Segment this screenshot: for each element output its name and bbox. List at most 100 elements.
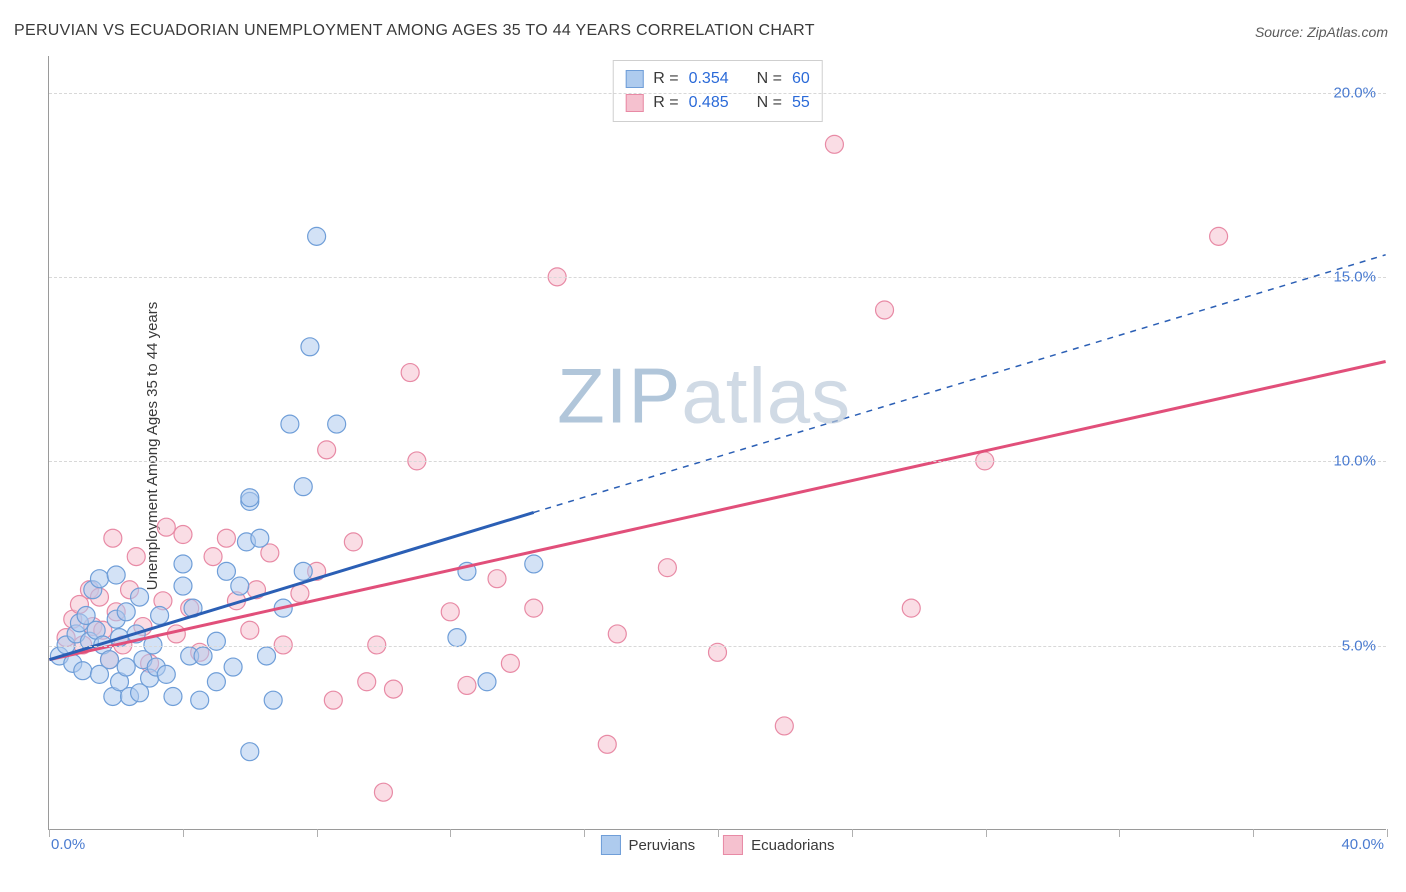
gridline <box>49 646 1386 647</box>
data-point <box>825 135 843 153</box>
x-tick <box>584 829 585 837</box>
data-point <box>294 478 312 496</box>
data-point <box>501 654 519 672</box>
data-point <box>1210 227 1228 245</box>
x-tick <box>450 829 451 837</box>
n-label-2: N = <box>757 91 782 115</box>
y-tick-label: 10.0% <box>1333 453 1376 470</box>
data-point <box>174 555 192 573</box>
x-tick <box>718 829 719 837</box>
data-point <box>525 599 543 617</box>
legend-label-ecuadorians: Ecuadorians <box>751 837 834 854</box>
data-point <box>107 566 125 584</box>
data-point <box>117 658 135 676</box>
data-point <box>525 555 543 573</box>
data-point <box>191 691 209 709</box>
data-point <box>258 647 276 665</box>
data-point <box>308 227 326 245</box>
legend-swatch-peruvians <box>600 835 620 855</box>
legend-swatch-ecuadorians <box>723 835 743 855</box>
x-axis-max-label: 40.0% <box>1341 836 1384 853</box>
data-point <box>151 607 169 625</box>
stats-row-peruvians: R = 0.354 N = 60 <box>625 67 810 91</box>
data-point <box>164 687 182 705</box>
data-point <box>224 658 242 676</box>
data-point <box>157 665 175 683</box>
trend-line <box>534 255 1386 513</box>
data-point <box>488 570 506 588</box>
data-point <box>374 783 392 801</box>
data-point <box>241 489 259 507</box>
data-point <box>902 599 920 617</box>
data-point <box>458 676 476 694</box>
gridline <box>49 93 1386 94</box>
x-tick <box>852 829 853 837</box>
data-point <box>251 529 269 547</box>
data-point <box>207 673 225 691</box>
x-tick <box>1119 829 1120 837</box>
data-point <box>448 629 466 647</box>
data-point <box>324 691 342 709</box>
data-point <box>318 441 336 459</box>
data-point <box>231 577 249 595</box>
gridline <box>49 461 1386 462</box>
data-point <box>358 673 376 691</box>
legend-item-ecuadorians: Ecuadorians <box>723 835 834 855</box>
data-point <box>117 603 135 621</box>
r-value-ecuadorians: 0.485 <box>689 91 729 115</box>
swatch-peruvians <box>625 70 643 88</box>
chart-container: PERUVIAN VS ECUADORIAN UNEMPLOYMENT AMON… <box>0 0 1406 892</box>
y-tick-label: 5.0% <box>1342 637 1376 654</box>
scatter-svg <box>49 56 1386 829</box>
chart-title: PERUVIAN VS ECUADORIAN UNEMPLOYMENT AMON… <box>14 22 815 40</box>
data-point <box>174 526 192 544</box>
source-label: Source: ZipAtlas.com <box>1255 24 1388 40</box>
stats-row-ecuadorians: R = 0.485 N = 55 <box>625 91 810 115</box>
y-tick-label: 20.0% <box>1333 84 1376 101</box>
x-tick <box>1253 829 1254 837</box>
n-value-ecuadorians: 55 <box>792 91 810 115</box>
n-label-1: N = <box>757 67 782 91</box>
data-point <box>101 651 119 669</box>
data-point <box>328 415 346 433</box>
x-tick <box>1387 829 1388 837</box>
plot-area: ZIPatlas R = 0.354 N = 60 R = 0.485 N = … <box>48 56 1386 830</box>
r-label-1: R = <box>653 67 678 91</box>
data-point <box>90 570 108 588</box>
x-tick <box>986 829 987 837</box>
data-point <box>301 338 319 356</box>
data-point <box>294 562 312 580</box>
data-point <box>658 559 676 577</box>
x-tick <box>183 829 184 837</box>
data-point <box>608 625 626 643</box>
data-point <box>127 548 145 566</box>
stats-legend: R = 0.354 N = 60 R = 0.485 N = 55 <box>612 60 823 122</box>
data-point <box>264 691 282 709</box>
data-point <box>204 548 222 566</box>
data-point <box>291 584 309 602</box>
x-tick <box>317 829 318 837</box>
data-point <box>384 680 402 698</box>
data-point <box>241 621 259 639</box>
data-point <box>207 632 225 650</box>
gridline <box>49 277 1386 278</box>
data-point <box>74 662 92 680</box>
y-tick-label: 15.0% <box>1333 269 1376 286</box>
legend-label-peruvians: Peruvians <box>628 837 695 854</box>
data-point <box>478 673 496 691</box>
x-tick <box>49 829 50 837</box>
data-point <box>174 577 192 595</box>
x-axis-min-label: 0.0% <box>51 836 85 853</box>
data-point <box>131 588 149 606</box>
data-point <box>775 717 793 735</box>
r-label-2: R = <box>653 91 678 115</box>
data-point <box>194 647 212 665</box>
data-point <box>401 364 419 382</box>
data-point <box>441 603 459 621</box>
bottom-legend: Peruvians Ecuadorians <box>600 835 834 855</box>
n-value-peruvians: 60 <box>792 67 810 91</box>
data-point <box>876 301 894 319</box>
data-point <box>241 743 259 761</box>
data-point <box>598 735 616 753</box>
data-point <box>217 529 235 547</box>
